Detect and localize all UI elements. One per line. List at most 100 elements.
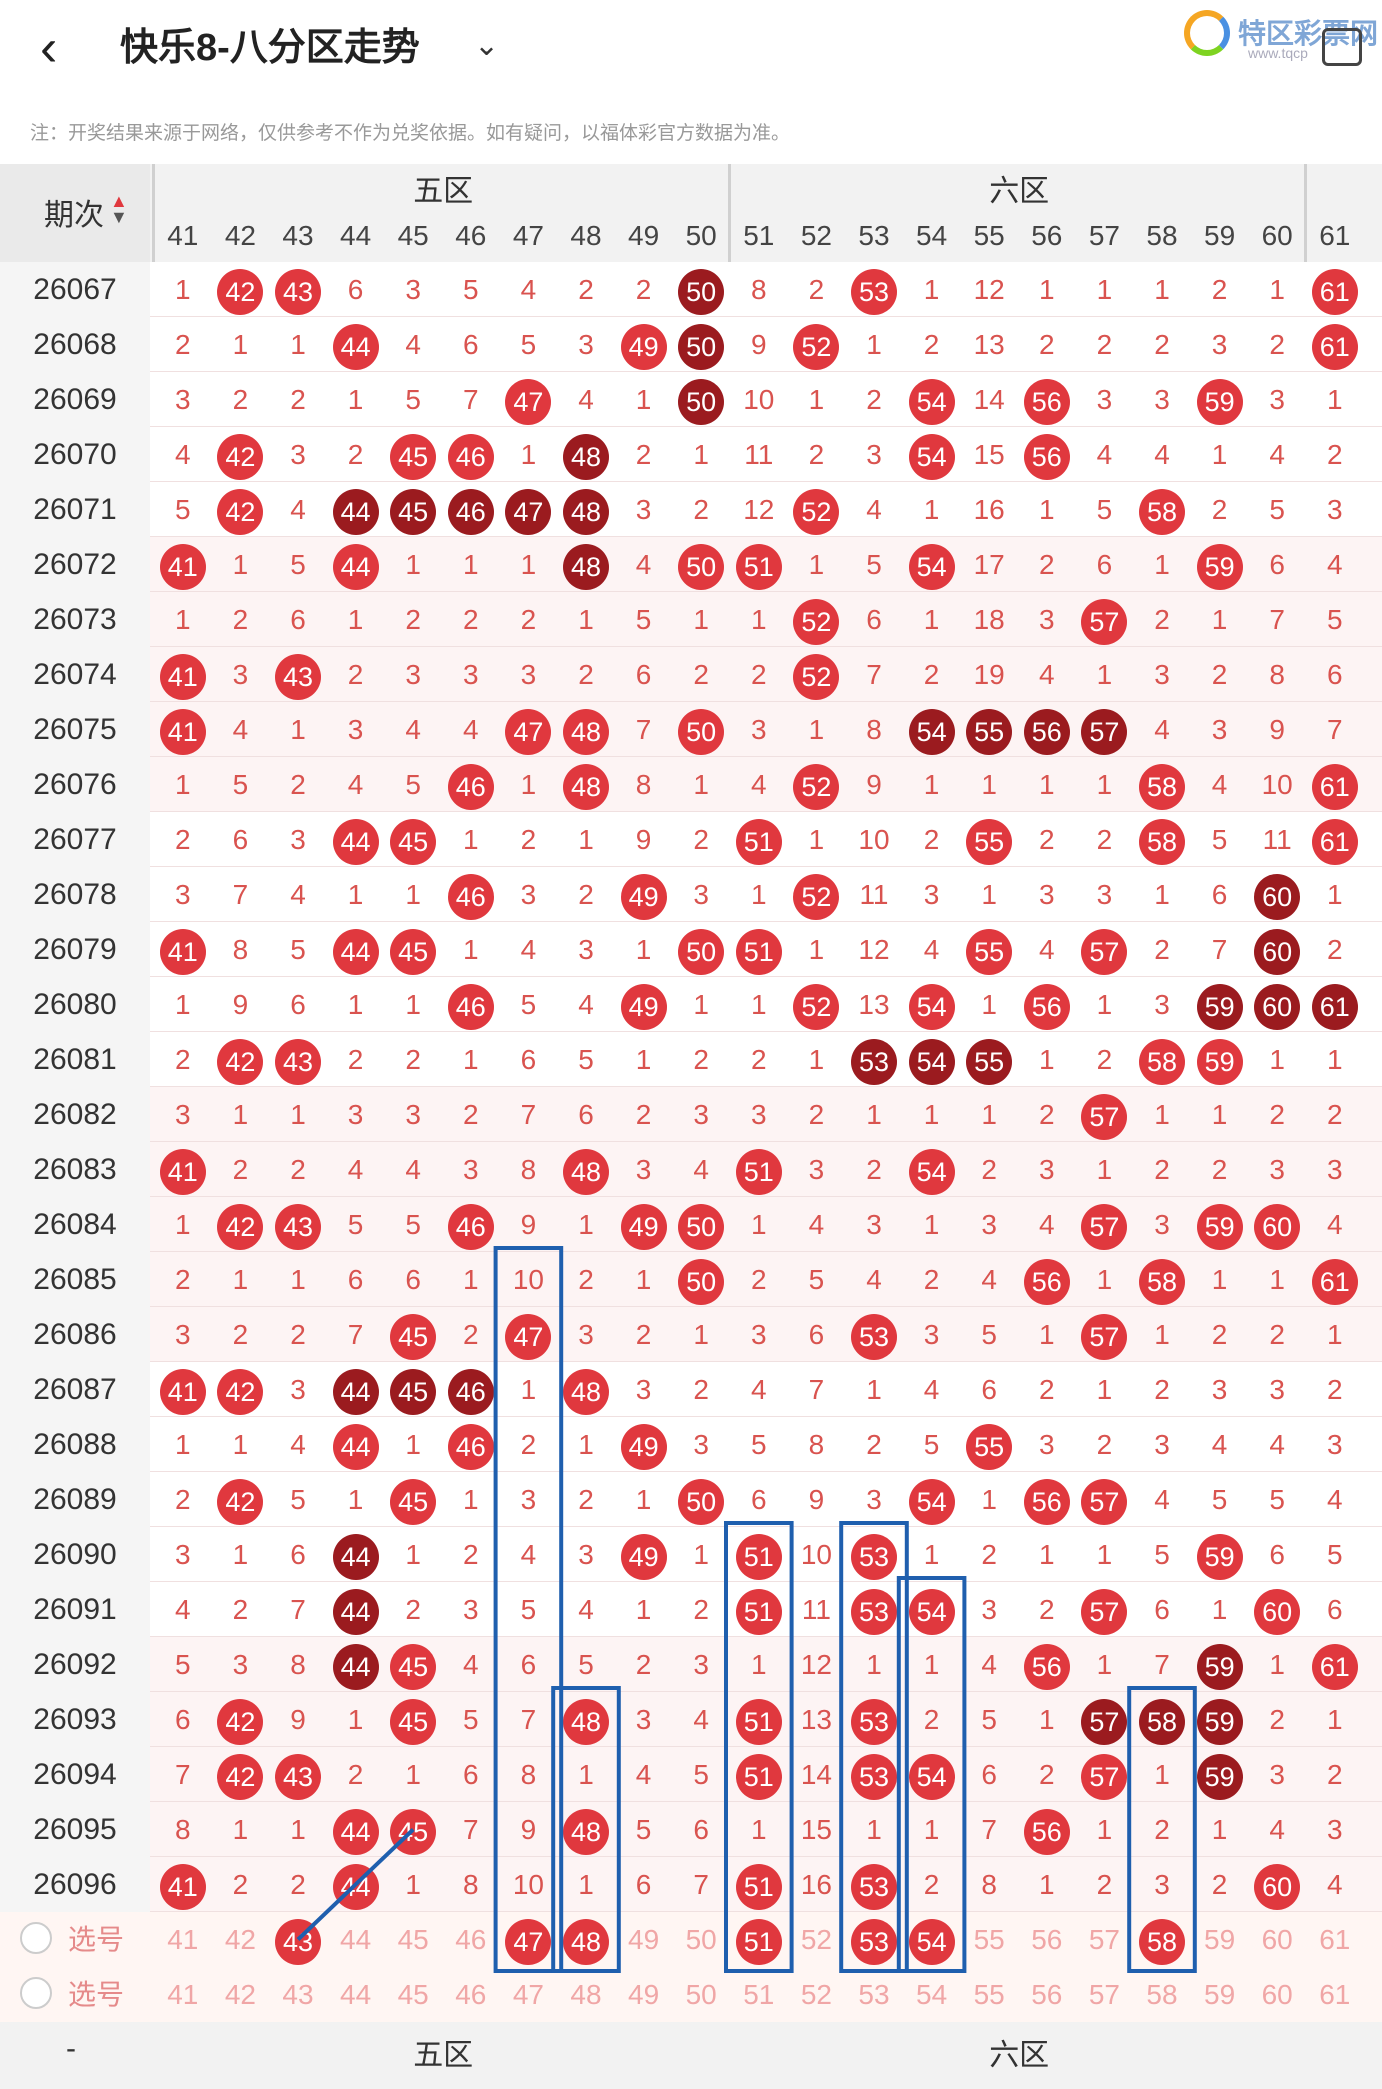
select-number[interactable]: 48	[570, 1979, 602, 2010]
select-number[interactable]: 61	[1319, 1979, 1351, 2010]
drawn-ball: 59	[1196, 1753, 1243, 1800]
table-cell: 1	[866, 1814, 882, 1845]
table-cell: 1	[578, 1429, 594, 1460]
select-number[interactable]: 45	[397, 1979, 429, 2010]
select-number[interactable]: 59	[1204, 1924, 1236, 1955]
select-radio-icon[interactable]	[20, 1922, 52, 1954]
table-cell: 57	[1076, 1692, 1134, 1747]
table-cell: 1	[751, 879, 767, 910]
sort-updown-icon[interactable]: ▲	[110, 191, 128, 211]
select-number[interactable]: 58	[1133, 1912, 1191, 1967]
table-cell: 46	[442, 427, 500, 482]
selected-ball[interactable]: 47	[505, 1918, 552, 1965]
table-cell: 50	[672, 702, 730, 757]
table-cell: 2	[1039, 549, 1055, 580]
select-number[interactable]: 46	[455, 1979, 487, 2010]
chevron-down-icon[interactable]: ⌄	[474, 29, 500, 62]
selected-ball[interactable]: 43	[274, 1918, 321, 1965]
select-number[interactable]: 44	[340, 1924, 372, 1955]
table-cell: 2	[923, 1869, 940, 1900]
select-number[interactable]: 54	[916, 1979, 948, 2010]
select-number[interactable]: 49	[628, 1979, 660, 2010]
table-cell: 44	[327, 922, 385, 977]
table-cell: 8	[808, 1429, 825, 1460]
select-number[interactable]: 45	[397, 1924, 429, 1955]
select-number[interactable]: 41	[167, 1924, 199, 1955]
select-number[interactable]: 55	[973, 1924, 1005, 1955]
drawn-ball: 45	[390, 1698, 437, 1745]
back-chevron-left-icon[interactable]: ‹	[40, 19, 58, 77]
table-cell: 41	[154, 1142, 212, 1197]
drawn-ball: 54	[908, 543, 955, 590]
sort-down-icon[interactable]: ▼	[110, 207, 128, 227]
table-cell: 6	[175, 1704, 191, 1735]
select-number[interactable]: 41	[167, 1979, 199, 2010]
selected-ball[interactable]: 58	[1138, 1918, 1185, 1965]
select-number[interactable]: 48	[557, 1912, 615, 1967]
selected-ball[interactable]: 54	[908, 1918, 955, 1965]
select-number[interactable]: 53	[845, 1912, 903, 1967]
drawn-ball: 46	[447, 433, 494, 480]
select-number[interactable]: 60	[1261, 1924, 1293, 1955]
selected-ball[interactable]: 51	[735, 1918, 782, 1965]
table-cell: 51	[730, 1857, 788, 1912]
select-number[interactable]: 55	[973, 1979, 1005, 2010]
select-number[interactable]: 50	[685, 1924, 717, 1955]
select-label[interactable]: 选号	[68, 1924, 125, 1955]
select-number[interactable]: 58	[1146, 1979, 1178, 2010]
select-number[interactable]: 43	[282, 1979, 314, 2010]
select-number[interactable]: 44	[340, 1979, 372, 2010]
table-cell: 46	[442, 977, 500, 1032]
drawn-ball: 43	[274, 653, 321, 700]
table-cell: 6	[635, 659, 652, 690]
select-number[interactable]: 57	[1088, 1979, 1120, 2010]
table-cell: 46	[442, 1197, 500, 1252]
select-number[interactable]: 57	[1088, 1924, 1120, 1955]
table-cell: 3	[1154, 384, 1170, 415]
table-cell: 2	[1211, 1319, 1228, 1350]
page-title[interactable]: 快乐8-八分区走势	[120, 27, 420, 69]
table-cell: 54	[903, 372, 961, 427]
select-radio-icon[interactable]	[20, 1977, 52, 2009]
select-label[interactable]: 选号	[68, 1979, 125, 2010]
table-cell: 1	[1211, 604, 1228, 635]
drawn-ball: 56	[1023, 1808, 1070, 1855]
select-number[interactable]: 42	[224, 1979, 256, 2010]
selected-ball[interactable]: 53	[850, 1918, 897, 1965]
select-number[interactable]: 51	[743, 1979, 775, 2010]
select-number[interactable]: 43	[269, 1912, 327, 1967]
select-number[interactable]: 60	[1261, 1979, 1293, 2010]
table-cell: 5	[405, 384, 421, 415]
table-cell: 3	[1211, 714, 1228, 745]
select-number[interactable]: 42	[224, 1924, 256, 1955]
table-cell: 6	[347, 274, 364, 305]
select-number[interactable]: 47	[500, 1912, 558, 1967]
table-cell: 4	[520, 1539, 537, 1570]
select-number[interactable]: 47	[512, 1979, 544, 2010]
table-cell: 54	[903, 702, 961, 757]
selected-ball[interactable]: 48	[562, 1918, 609, 1965]
select-number[interactable]: 53	[858, 1979, 890, 2010]
select-number[interactable]: 52	[800, 1924, 832, 1955]
select-number[interactable]: 54	[903, 1912, 961, 1967]
table-cell: 3	[693, 1429, 709, 1460]
select-number[interactable]: 56	[1031, 1924, 1063, 1955]
select-number[interactable]: 56	[1031, 1979, 1063, 2010]
issue-number: 26077	[0, 812, 150, 867]
select-number[interactable]: 51	[730, 1912, 788, 1967]
column-header-45: 45	[384, 210, 442, 262]
select-number[interactable]: 59	[1204, 1979, 1236, 2010]
table-cell: 2	[405, 604, 421, 635]
select-number[interactable]: 50	[685, 1979, 717, 2010]
select-number[interactable]: 46	[455, 1924, 487, 1955]
select-number[interactable]: 52	[800, 1979, 832, 2010]
table-cell: 6	[866, 604, 882, 635]
screen-copy-icon[interactable]	[1322, 28, 1362, 66]
table-cell: 1	[751, 1814, 767, 1845]
table-cell: 49	[615, 977, 673, 1032]
drawn-ball: 44	[332, 1643, 379, 1690]
table-cell: 55	[960, 702, 1018, 757]
table-cell: 44	[327, 812, 385, 867]
select-number[interactable]: 61	[1319, 1924, 1351, 1955]
select-number[interactable]: 49	[628, 1924, 660, 1955]
